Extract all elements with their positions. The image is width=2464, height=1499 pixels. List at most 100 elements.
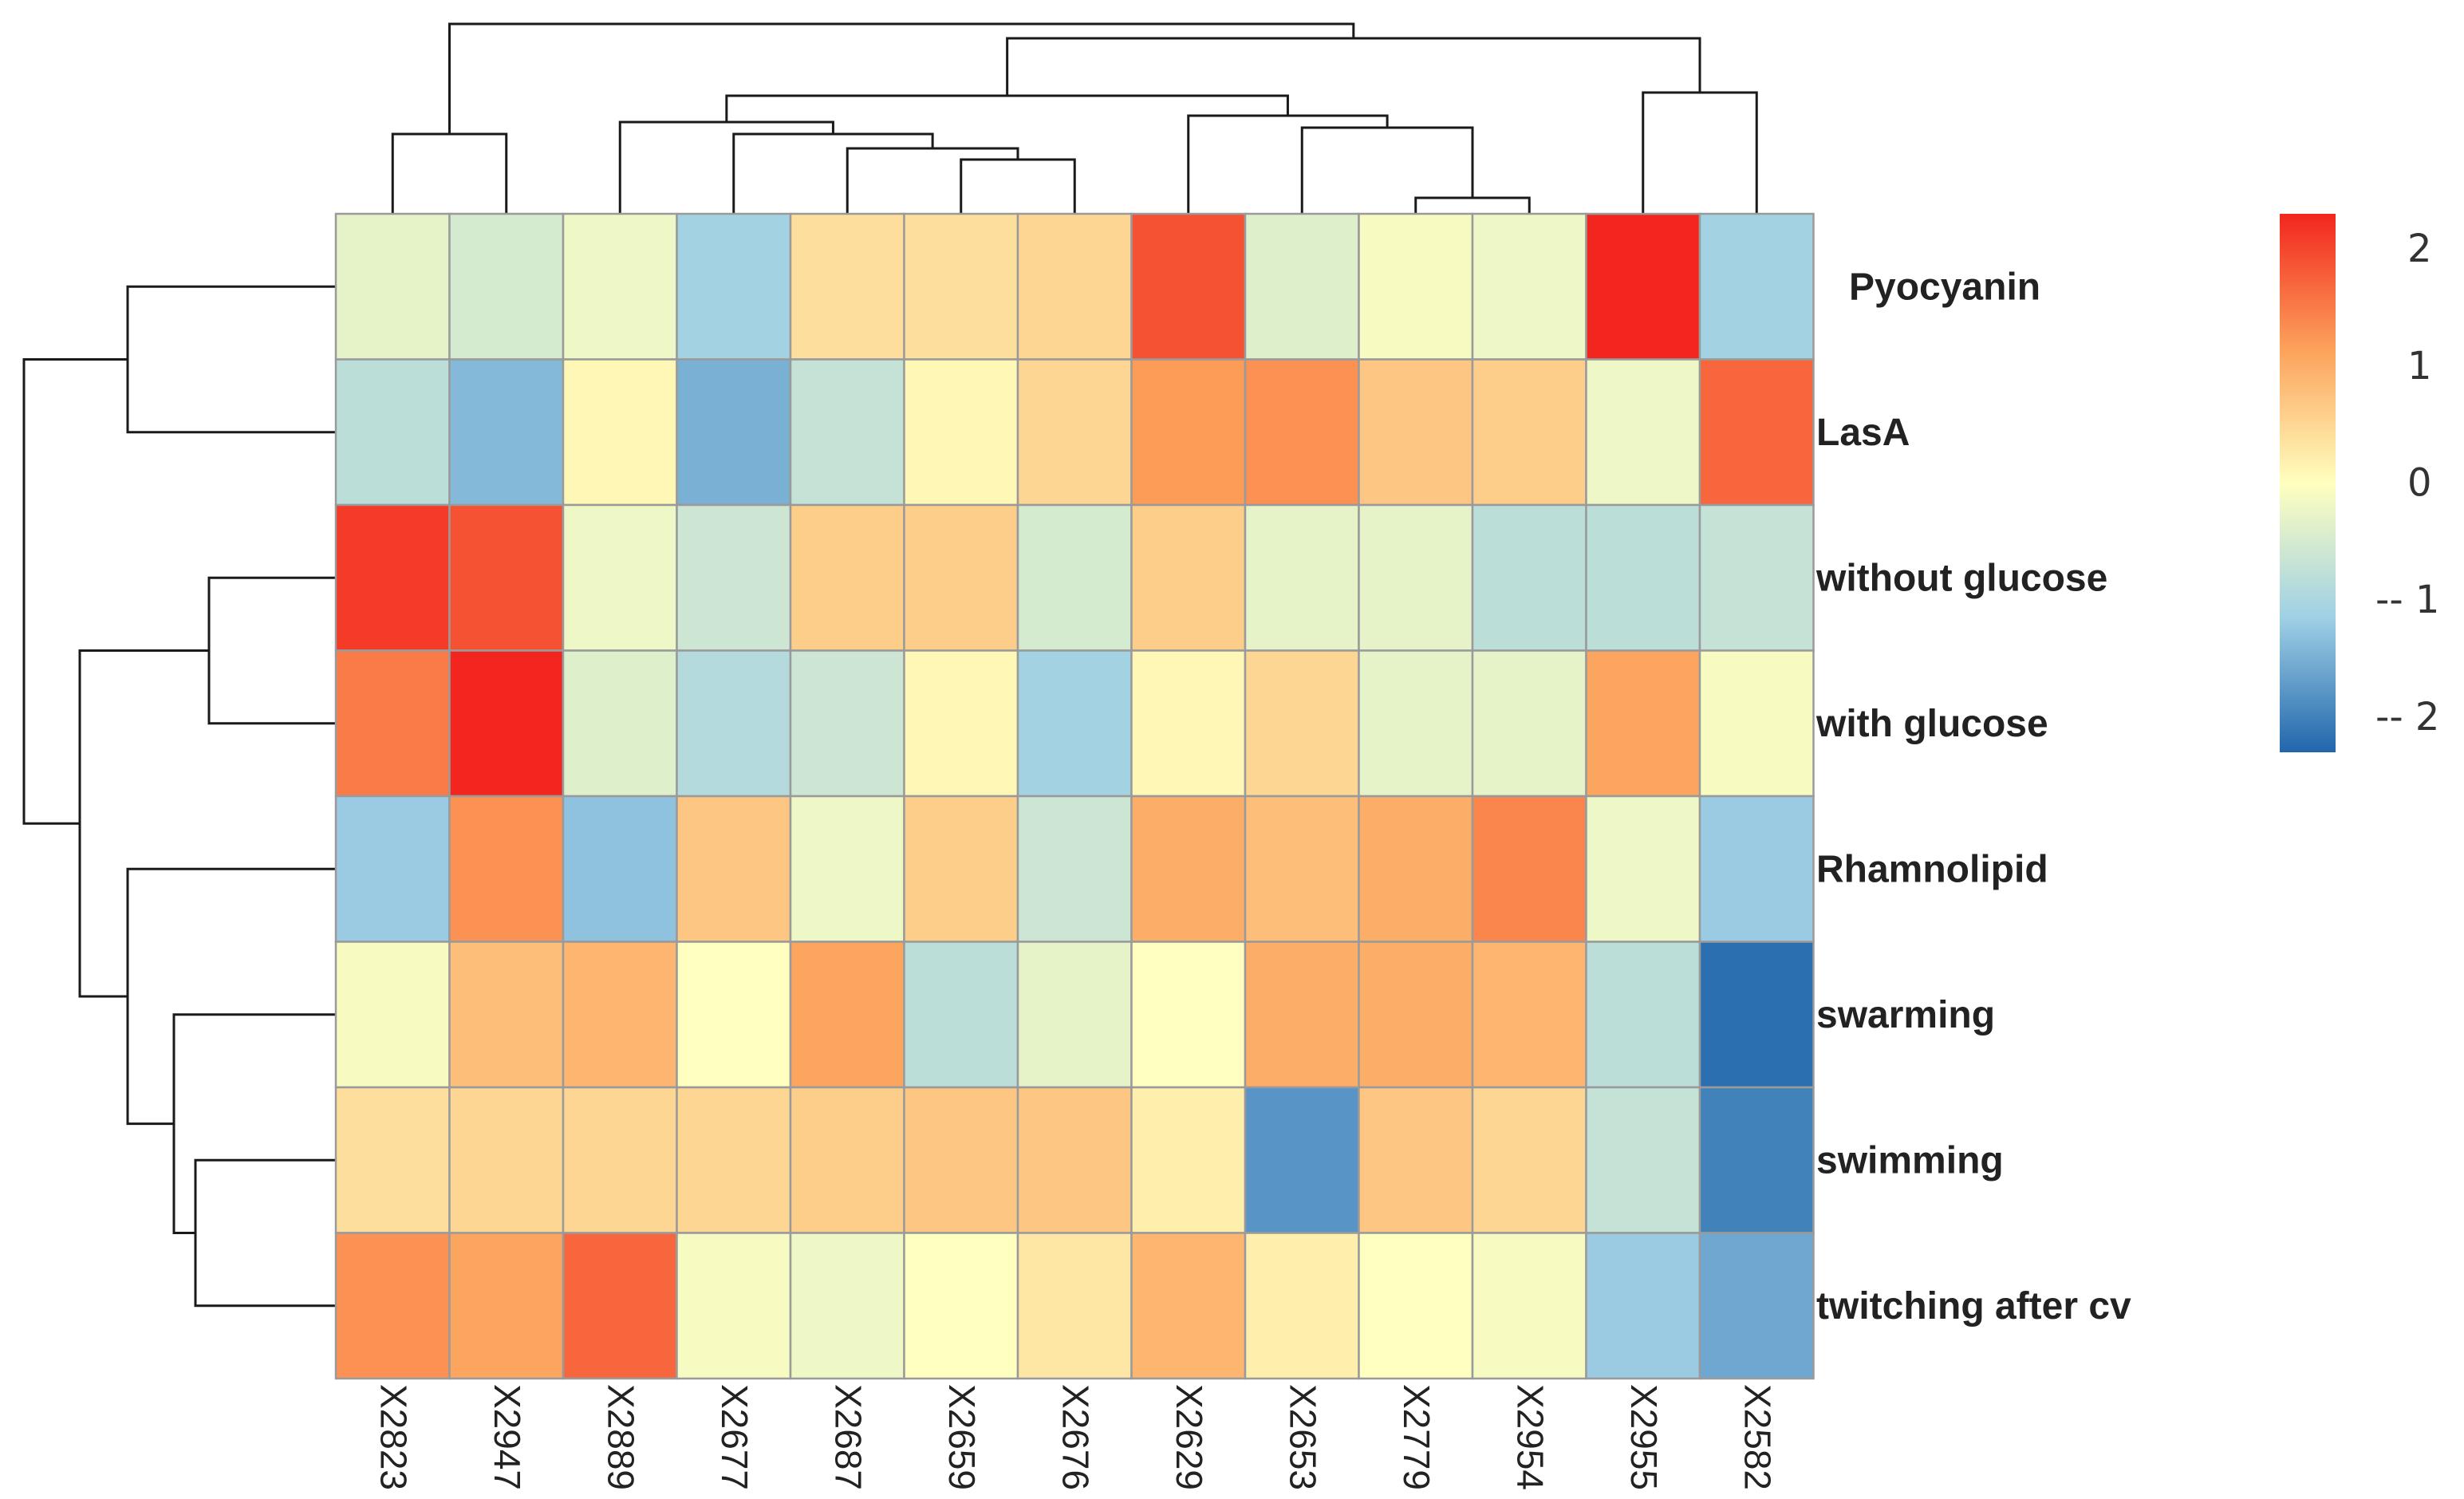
heatmap-cell [676, 1086, 792, 1234]
row-label: twitching after cv [1816, 1285, 2131, 1327]
heatmap-cell [1358, 941, 1474, 1089]
heatmap-cell [1244, 1232, 1360, 1380]
dendrogram-branch [732, 132, 934, 214]
heatmap-cell [1244, 1086, 1360, 1234]
heatmap-cell [1244, 503, 1360, 652]
heatmap-cell [1358, 1086, 1474, 1234]
heatmap-cell [1585, 503, 1701, 652]
column-label: X2677 [714, 1384, 755, 1490]
heatmap-cell [1698, 1086, 1815, 1234]
column-label: X2954 [1509, 1384, 1551, 1490]
heatmap-cell [1585, 358, 1701, 507]
heatmap-cell [1130, 795, 1247, 943]
heatmap-cell [1130, 503, 1247, 652]
column-label: X2947 [487, 1384, 528, 1490]
heatmap-cell [789, 649, 905, 798]
column-label: X2659 [941, 1384, 983, 1490]
color-legend-bar [2280, 214, 2336, 752]
heatmap-cell [448, 1086, 565, 1234]
heatmap-cell [1130, 1232, 1247, 1380]
heatmap-cell [334, 358, 451, 507]
heatmap-cell [1358, 1232, 1474, 1380]
heatmap-cell [1016, 1086, 1133, 1234]
heatmap-cell [789, 212, 905, 361]
column-label: X2653 [1282, 1384, 1323, 1490]
row-label: swarming [1816, 994, 1995, 1036]
row-label: without glucose [1815, 557, 2107, 599]
heatmap-cell [562, 795, 678, 943]
heatmap-cell [1016, 1232, 1133, 1380]
heatmap-cell [1471, 1086, 1587, 1234]
dendrogram-branch [207, 576, 336, 725]
legend-tick-label: 1 [2407, 344, 2432, 389]
heatmap-cell [334, 795, 451, 943]
heatmap-cell [334, 941, 451, 1089]
dendrogram-branch [126, 867, 336, 1126]
heatmap-cell [562, 941, 678, 1089]
heatmap-cell [1016, 503, 1133, 652]
heatmap-cell [1130, 358, 1247, 507]
heatmap-cell [1358, 358, 1474, 507]
row-dendrogram [22, 285, 336, 1308]
heatmap-cell [1358, 649, 1474, 798]
heatmap-cell [1585, 1086, 1701, 1234]
heatmap-cell [1130, 941, 1247, 1089]
heatmap-cell [1698, 358, 1815, 507]
dendrogram-branch [1414, 196, 1531, 214]
heatmap-cell [1471, 941, 1587, 1089]
column-label: X2676 [1055, 1384, 1096, 1490]
dendrogram-branch [725, 94, 1289, 122]
heatmap-cell [1698, 212, 1815, 361]
legend-tick-label: 2 [2407, 227, 2432, 271]
heatmap-cell [1244, 649, 1360, 798]
heatmap-cell [1016, 358, 1133, 507]
heatmap-cell [676, 358, 792, 507]
row-label: Pyocyanin [1849, 266, 2040, 308]
row-label: LasA [1816, 412, 1910, 454]
heatmap-cell [1244, 941, 1360, 1089]
heatmap-cell [448, 358, 565, 507]
heatmap-cell [1698, 795, 1815, 943]
heatmap-cell [1016, 649, 1133, 798]
heatmap-cell [562, 212, 678, 361]
heatmap-cell [1016, 941, 1133, 1089]
column-label: X2687 [827, 1384, 869, 1490]
heatmap-cell [789, 503, 905, 652]
heatmap-cell [448, 795, 565, 943]
heatmap-cell [1698, 1232, 1815, 1380]
row-label: Rhamnolipid [1816, 848, 2048, 890]
heatmap-cell [903, 795, 1019, 943]
dendrogram-branch [960, 158, 1076, 214]
legend-tick-label: -- 2 [2375, 695, 2439, 740]
heatmap-cell [1585, 649, 1701, 798]
heatmap-cell [448, 941, 565, 1089]
heatmap-cell [448, 649, 565, 798]
column-label: X2582 [1737, 1384, 1778, 1490]
heatmap-cell [1585, 941, 1701, 1089]
dendrogram-branch [78, 649, 209, 998]
dendrogram-branch [1300, 126, 1474, 214]
heatmap-cell [562, 1232, 678, 1380]
dendrogram-branch [448, 22, 1355, 134]
heatmap-cell [1585, 212, 1701, 361]
heatmap-cell [334, 503, 451, 652]
column-label: X2955 [1623, 1384, 1665, 1490]
heatmap-cell [448, 1232, 565, 1380]
heatmap-cell [562, 649, 678, 798]
heatmap-cell [903, 941, 1019, 1089]
heatmap-cell [789, 941, 905, 1089]
heatmap-cell [903, 503, 1019, 652]
column-labels: X2823 X2947 X2889 X2677 X2687 X2659 X2676 X2629… [373, 1384, 1778, 1490]
column-label: X2823 [373, 1384, 414, 1490]
row-label: swimming [1816, 1139, 2004, 1181]
heatmap-cell [1358, 795, 1474, 943]
heatmap-cell [1471, 503, 1587, 652]
dendrogram-branch [172, 1013, 336, 1234]
heatmap-cell [1130, 1086, 1247, 1234]
heatmap-cell [1471, 649, 1587, 798]
legend-tick-label: 0 [2407, 461, 2432, 506]
heatmap-cell [676, 1232, 792, 1380]
dendrogram-branch [1006, 37, 1701, 96]
heatmap-cell [1698, 941, 1815, 1089]
heatmap-cell [1471, 212, 1587, 361]
